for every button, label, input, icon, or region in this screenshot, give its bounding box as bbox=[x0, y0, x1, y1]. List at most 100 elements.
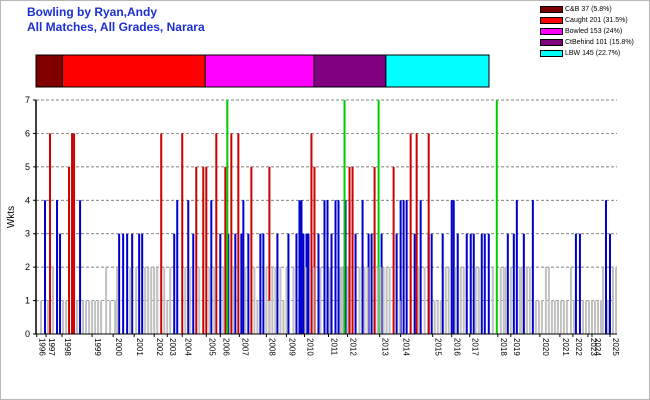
bar bbox=[578, 233, 581, 334]
bar bbox=[224, 166, 227, 334]
y-tick-label: 4 bbox=[25, 195, 30, 205]
bar bbox=[276, 233, 279, 334]
bar bbox=[163, 267, 166, 334]
x-tick-label: 2007 bbox=[240, 338, 249, 356]
bar bbox=[114, 300, 117, 334]
bar bbox=[274, 267, 277, 334]
bar bbox=[282, 300, 285, 334]
bar bbox=[44, 200, 47, 334]
x-tick-label: 2022 bbox=[574, 338, 583, 356]
bar bbox=[447, 267, 450, 334]
bar bbox=[68, 166, 71, 334]
bar bbox=[444, 267, 447, 334]
x-tick-label: 2009 bbox=[287, 338, 296, 356]
proportion-segment bbox=[61, 54, 206, 88]
bar bbox=[131, 233, 134, 334]
bar bbox=[550, 300, 553, 334]
bar bbox=[109, 300, 112, 334]
bar bbox=[515, 200, 518, 334]
bar bbox=[302, 233, 305, 334]
x-tick-label: 2010 bbox=[305, 338, 314, 356]
bar bbox=[509, 267, 512, 334]
bar bbox=[518, 267, 521, 334]
bar bbox=[587, 300, 590, 334]
x-tick-label: 2024 bbox=[593, 338, 602, 356]
bar bbox=[262, 233, 265, 334]
bar bbox=[219, 233, 222, 334]
bar bbox=[256, 300, 259, 334]
bar bbox=[317, 233, 320, 334]
bar bbox=[380, 233, 383, 334]
bar bbox=[569, 267, 572, 334]
bar bbox=[415, 133, 418, 334]
bar bbox=[395, 233, 398, 334]
bar bbox=[49, 133, 52, 334]
legend-swatch bbox=[540, 5, 563, 13]
bar bbox=[608, 233, 611, 334]
bar bbox=[477, 267, 480, 334]
y-tick-label: 6 bbox=[25, 128, 30, 138]
bar bbox=[354, 233, 357, 334]
bar bbox=[222, 267, 225, 334]
bar bbox=[572, 300, 575, 334]
bar bbox=[213, 267, 216, 334]
y-tick-label: 5 bbox=[25, 162, 30, 172]
bar bbox=[376, 267, 379, 334]
bar bbox=[129, 267, 132, 334]
bar bbox=[351, 166, 354, 334]
bar bbox=[94, 300, 97, 334]
bar bbox=[417, 267, 420, 334]
bar bbox=[559, 300, 562, 334]
bar bbox=[506, 233, 509, 334]
bar bbox=[147, 267, 150, 334]
bar bbox=[534, 300, 537, 334]
bar bbox=[62, 300, 65, 334]
bar bbox=[323, 200, 326, 334]
bar bbox=[553, 300, 556, 334]
bar bbox=[593, 300, 596, 334]
legend-swatch bbox=[540, 27, 563, 35]
legend-item: C&B 37 (5.8%) bbox=[540, 4, 634, 14]
bar bbox=[611, 267, 614, 334]
y-axis-label: Wkts bbox=[6, 206, 17, 228]
bar bbox=[268, 166, 271, 334]
x-tick-label: 1996 bbox=[38, 338, 47, 356]
bar bbox=[450, 200, 453, 334]
bar bbox=[202, 166, 205, 334]
x-tick-label: 2011 bbox=[330, 338, 339, 356]
bar bbox=[366, 267, 369, 334]
bar bbox=[122, 233, 125, 334]
x-tick-label: 2016 bbox=[453, 338, 462, 356]
bar bbox=[310, 133, 313, 334]
bar bbox=[556, 300, 559, 334]
bar bbox=[91, 300, 94, 334]
bar bbox=[385, 267, 388, 334]
bar bbox=[419, 200, 422, 334]
bar bbox=[456, 233, 459, 334]
bar bbox=[47, 300, 50, 334]
bar bbox=[312, 267, 315, 334]
y-tick-label: 2 bbox=[25, 262, 30, 272]
bar bbox=[339, 267, 342, 334]
bar bbox=[73, 133, 76, 334]
x-tick-label: 2001 bbox=[135, 338, 144, 356]
bar bbox=[240, 233, 243, 334]
bar bbox=[88, 300, 91, 334]
x-tick-label: 2006 bbox=[221, 338, 230, 356]
bar bbox=[547, 267, 550, 334]
bar bbox=[382, 267, 385, 334]
legend-swatch bbox=[540, 16, 563, 24]
bar bbox=[574, 233, 577, 334]
bar bbox=[232, 267, 235, 334]
bar bbox=[439, 300, 442, 334]
bar bbox=[392, 166, 395, 334]
bar bbox=[599, 300, 602, 334]
bar bbox=[166, 300, 169, 334]
bar bbox=[56, 200, 59, 334]
bar bbox=[614, 267, 617, 334]
bar bbox=[244, 267, 247, 334]
bar bbox=[279, 267, 282, 334]
legend-swatch bbox=[540, 38, 563, 46]
x-tick-label: 2023 bbox=[589, 338, 598, 356]
bar bbox=[138, 233, 141, 334]
